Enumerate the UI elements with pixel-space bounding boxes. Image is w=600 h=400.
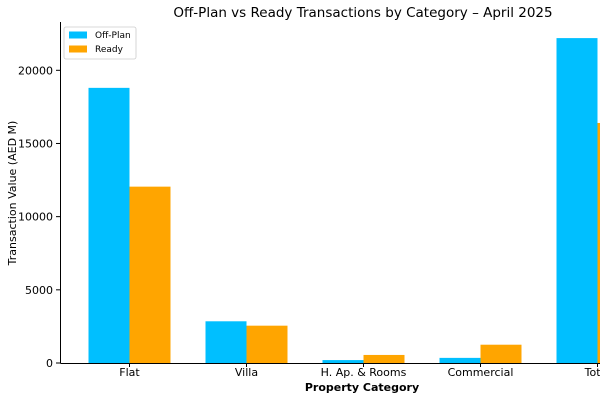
x-axis-label: Property Category: [305, 381, 419, 394]
chart-title: Off-Plan vs Ready Transactions by Catego…: [173, 5, 552, 21]
legend-swatch: [69, 31, 87, 39]
bar-off-plan-total: [556, 38, 598, 363]
bar-ready-h-ap-rooms: [363, 354, 405, 363]
bar-off-plan-flat: [88, 87, 130, 363]
bar-off-plan-villa: [205, 321, 247, 363]
x-tick-label: Total: [584, 366, 600, 379]
bar-ready-villa: [246, 325, 288, 363]
y-tick-label: 15000: [18, 137, 53, 150]
y-tick-label: 20000: [18, 64, 53, 77]
legend-label: Off-Plan: [95, 31, 131, 41]
y-tick-label: 0: [46, 357, 53, 370]
x-tick-label: Villa: [235, 366, 258, 379]
bar-ready-flat: [129, 186, 171, 363]
x-tick-label: Commercial: [448, 366, 514, 379]
bar-ready-commercial: [480, 344, 522, 363]
legend: Off-Plan Ready: [63, 26, 137, 60]
bars-group: [88, 38, 600, 363]
bar-off-plan-h-ap-rooms: [322, 360, 364, 363]
legend-label: Ready: [95, 45, 124, 55]
x-tick-label: Flat: [119, 366, 140, 379]
y-tick-label: 10000: [18, 211, 53, 224]
x-ticks-group: Flat Villa H. Ap. & Rooms Commercial Total: [119, 363, 600, 379]
y-axis-label: Transaction Value (AED M): [6, 121, 19, 267]
y-tick-label: 5000: [25, 284, 53, 297]
y-ticks-group: 0 5000 10000 15000 20000: [18, 64, 60, 370]
x-tick-label: H. Ap. & Rooms: [321, 366, 407, 379]
axes-group: [60, 22, 600, 364]
bar-off-plan-commercial: [439, 357, 481, 363]
bar-ready-total: [597, 122, 600, 363]
legend-swatch: [69, 45, 87, 53]
